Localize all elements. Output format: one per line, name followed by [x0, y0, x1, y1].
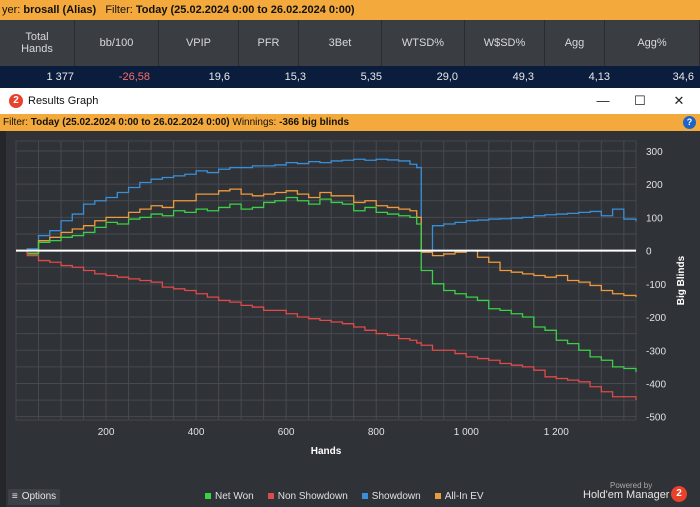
legend-item[interactable]: Net Won — [205, 489, 254, 503]
y-tick-label: -100 — [646, 280, 666, 291]
y-tick-label: 100 — [646, 213, 663, 224]
y-tick-label: 300 — [646, 147, 663, 158]
stat-header-vpip[interactable]: VPIP — [159, 20, 239, 66]
help-icon[interactable]: ? — [683, 116, 696, 129]
stat-value-pfr: 15,3 — [284, 71, 306, 83]
legend-item[interactable]: All-In EV — [434, 489, 484, 503]
stat-header-3bet[interactable]: 3Bet — [299, 20, 382, 66]
top-filter-bar: yer: brosall (Alias) Filter: Today (25.0… — [0, 0, 700, 20]
maximize-button[interactable]: ☐ — [634, 93, 646, 108]
series-line-net-won — [16, 196, 637, 373]
app-logo-icon: 2 — [9, 94, 23, 108]
menu-icon: ≡ — [11, 491, 18, 502]
stat-value-agg: 4,13 — [588, 71, 610, 83]
stat-header-agg[interactable]: Agg — [545, 20, 605, 66]
graph-filter-bar: Filter: Today (25.02.2024 0:00 to 26.02.… — [0, 114, 700, 131]
player-name: brosall (Alias) — [23, 4, 97, 16]
legend-label: Showdown — [371, 490, 421, 502]
series-line-non-showdown — [16, 249, 637, 401]
left-panel-edge — [0, 131, 6, 507]
legend-label: All-In EV — [444, 490, 484, 502]
x-tick-label: 800 — [368, 427, 385, 438]
legend-label: Net Won — [215, 490, 254, 502]
window-title-bar: 2 Results Graph — ☐ ✕ — [0, 88, 700, 114]
filter-label: Filter: — [105, 4, 133, 16]
stat-value-total-hands: 1 377 — [46, 71, 74, 83]
legend-swatch — [361, 493, 368, 499]
stat-header-bb100[interactable]: bb/100 — [75, 20, 159, 66]
x-tick-label: 600 — [278, 427, 295, 438]
graph-filter-value: Today (25.02.2024 0:00 to 26.02.2024 0:0… — [30, 117, 230, 128]
y-tick-label: -500 — [646, 413, 666, 424]
plot-background — [15, 140, 637, 421]
stats-value-row: 1 377 -26,58 19,6 15,3 5,35 29,0 49,3 4,… — [0, 66, 700, 88]
options-label: Options — [21, 491, 57, 502]
legend-swatch — [267, 493, 274, 499]
legend-item[interactable]: Showdown — [361, 489, 421, 503]
legend-swatch — [434, 493, 441, 499]
y-axis-label: Big Blinds — [676, 255, 687, 305]
brand-name: Hold'em Manager — [583, 489, 670, 501]
y-tick-label: 0 — [646, 247, 652, 258]
window-title: Results Graph — [28, 95, 99, 107]
results-chart: 300 200 100 0 -100 -200 -300 -400 -500 200 400 600 8… — [15, 140, 687, 457]
x-tick-label: 400 — [188, 427, 205, 438]
chart-legend: Net Won Non Showdown Showdown All-In EV — [205, 489, 484, 503]
y-tick-label: -200 — [646, 313, 666, 324]
stat-header-wtsd[interactable]: WTSD% — [382, 20, 465, 66]
stat-value-wsd: 49,3 — [512, 71, 534, 83]
legend-swatch — [205, 493, 211, 499]
stat-header-pfr[interactable]: PFR — [239, 20, 299, 66]
stat-header-total-hands[interactable]: Total Hands — [0, 20, 75, 66]
stat-value-bb100: -26,58 — [118, 71, 150, 83]
stat-value-vpip: 19,6 — [208, 71, 230, 83]
stat-header-agg-pct[interactable]: Agg% — [605, 20, 700, 66]
stat-value-3bet: 5,35 — [360, 71, 382, 83]
stats-header-row: Total Hands bb/100 VPIP PFR 3Bet WTSD% W… — [0, 20, 700, 66]
stat-header-wsd[interactable]: W$SD% — [465, 20, 545, 66]
y-tick-label: 200 — [646, 180, 663, 191]
stat-value-agg-pct: 34,6 — [672, 71, 694, 83]
legend-item[interactable]: Non Showdown — [267, 489, 348, 503]
options-button[interactable]: ≡ Options — [8, 489, 60, 505]
series-line-showdown — [16, 158, 637, 252]
y-tick-label: -400 — [646, 379, 666, 390]
legend-label: Non Showdown — [277, 490, 348, 502]
winnings-label: Winnings: — [232, 117, 277, 128]
filter-value: Today (25.02.2024 0:00 to 26.02.2024 0:0… — [135, 4, 355, 16]
stat-value-wtsd: 29,0 — [436, 71, 458, 83]
y-tick-label: -300 — [646, 346, 666, 357]
brand-logo-icon: 2 — [671, 486, 687, 502]
powered-by-label: Powered by — [610, 481, 653, 490]
winnings-value: -366 big blinds — [279, 117, 350, 128]
minimize-button[interactable]: — — [596, 93, 610, 108]
x-tick-label: 1 200 — [544, 427, 569, 438]
x-tick-label: 1 000 — [454, 427, 479, 438]
graph-filter-label: Filter: — [3, 117, 28, 128]
x-tick-label: 200 — [98, 427, 115, 438]
results-graph: 300 200 100 0 -100 -200 -300 -400 -500 200 400 600 8… — [0, 131, 700, 507]
player-label: yer: — [2, 4, 21, 16]
close-button[interactable]: ✕ — [673, 93, 685, 108]
x-axis-label: Hands — [311, 446, 342, 457]
series-line-all-in-ev — [16, 188, 637, 298]
